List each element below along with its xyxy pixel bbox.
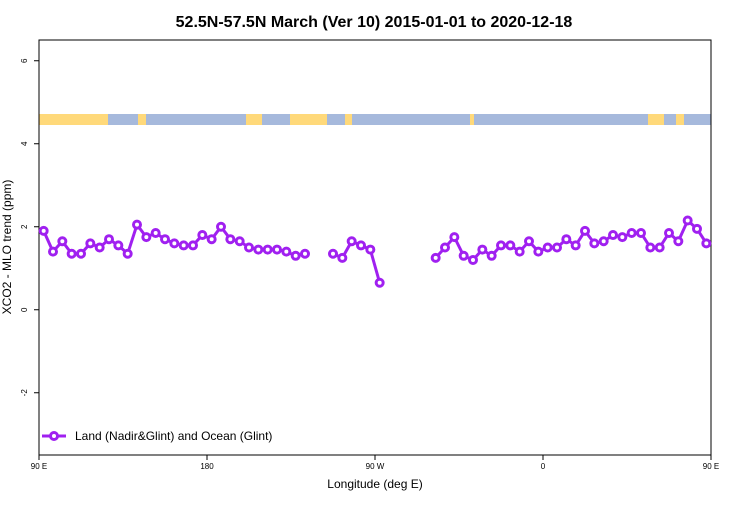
data-point <box>458 250 469 261</box>
y-tick-label: -2 <box>20 389 29 397</box>
y-tick-label: 4 <box>20 141 29 146</box>
data-point <box>626 227 637 238</box>
ocean-band <box>327 114 345 125</box>
data-point <box>580 225 590 236</box>
data-point <box>542 242 553 253</box>
data-point <box>664 227 674 238</box>
x-tick-label: 90 E <box>703 462 719 471</box>
data-point <box>636 227 646 238</box>
data-point <box>337 252 348 263</box>
data-point <box>673 236 684 247</box>
data-point <box>66 248 77 259</box>
data-point <box>374 277 385 288</box>
data-point <box>365 244 376 255</box>
data-point <box>262 244 273 255</box>
legend-label: Land (Nadir&Glint) and Ocean (Glint) <box>75 429 272 443</box>
x-axis-label: Longitude (deg E) <box>327 477 422 491</box>
data-point <box>234 236 245 247</box>
data-point <box>524 236 534 247</box>
x-axis: 90 E 180 90 W 0 90 E <box>31 455 719 471</box>
data-point <box>169 238 180 249</box>
y-axis-label: XCO2 - MLO trend (ppm) <box>0 180 14 315</box>
data-point <box>160 234 170 245</box>
data-point <box>477 244 488 255</box>
data-point <box>216 221 226 232</box>
data-point <box>645 242 656 253</box>
data-point <box>104 234 114 245</box>
data-point <box>300 248 310 259</box>
plot-frame <box>38 39 712 456</box>
data-point <box>682 215 693 226</box>
x-tick-label: 180 <box>200 462 214 471</box>
series-layer <box>38 215 712 288</box>
data-point <box>486 250 497 261</box>
data-point <box>496 240 506 251</box>
data-point <box>94 242 105 253</box>
data-point <box>57 236 68 247</box>
y-tick-label: 0 <box>20 307 29 312</box>
data-point <box>598 236 609 247</box>
data-point <box>48 246 58 257</box>
data-point <box>449 232 460 243</box>
ocean-band <box>664 114 676 125</box>
data-point <box>561 234 572 245</box>
data-point <box>570 240 581 251</box>
data-point <box>356 240 366 251</box>
ocean-band <box>684 114 711 125</box>
data-point <box>290 250 301 261</box>
data-point <box>608 230 618 241</box>
ocean-band <box>146 114 246 125</box>
data-point <box>468 254 478 265</box>
data-point <box>76 248 86 259</box>
data-point <box>505 240 516 251</box>
data-point <box>552 242 562 253</box>
land-ocean-strip <box>39 114 711 125</box>
data-point <box>197 230 208 241</box>
data-point <box>188 240 198 251</box>
data-point <box>253 244 264 255</box>
data-point <box>206 234 217 245</box>
ocean-band <box>262 114 290 125</box>
data-point <box>617 232 628 243</box>
legend-marker <box>49 431 59 441</box>
data-point <box>440 242 450 253</box>
data-point <box>430 252 441 263</box>
data-point <box>225 234 236 245</box>
data-point <box>113 240 124 251</box>
data-point <box>150 227 161 238</box>
data-point <box>589 238 600 249</box>
data-point <box>692 223 702 234</box>
data-point <box>178 240 189 251</box>
legend: Land (Nadir&Glint) and Ocean (Glint) <box>42 429 272 443</box>
x-tick-label: 90 W <box>366 462 385 471</box>
y-tick-label: 2 <box>20 224 29 229</box>
data-point <box>122 248 133 259</box>
data-point <box>281 246 292 257</box>
y-tick-label: 6 <box>20 58 29 63</box>
data-point <box>38 225 49 236</box>
data-point <box>533 246 544 257</box>
x-tick-label: 90 E <box>31 462 47 471</box>
data-point <box>328 248 338 259</box>
data-point <box>244 242 254 253</box>
data-point <box>654 242 665 253</box>
data-point <box>701 238 712 249</box>
data-point <box>132 219 142 230</box>
data-point <box>346 236 357 247</box>
ocean-band <box>474 114 648 125</box>
data-point <box>141 232 152 243</box>
y-axis: -2 0 2 4 6 <box>20 58 39 396</box>
data-point <box>85 238 96 249</box>
data-point <box>272 244 282 255</box>
chart-title: 52.5N-57.5N March (Ver 10) 2015-01-01 to… <box>176 14 573 31</box>
ocean-band <box>108 114 138 125</box>
x-tick-label: 0 <box>541 462 546 471</box>
data-point <box>514 246 525 257</box>
ocean-band <box>352 114 470 125</box>
